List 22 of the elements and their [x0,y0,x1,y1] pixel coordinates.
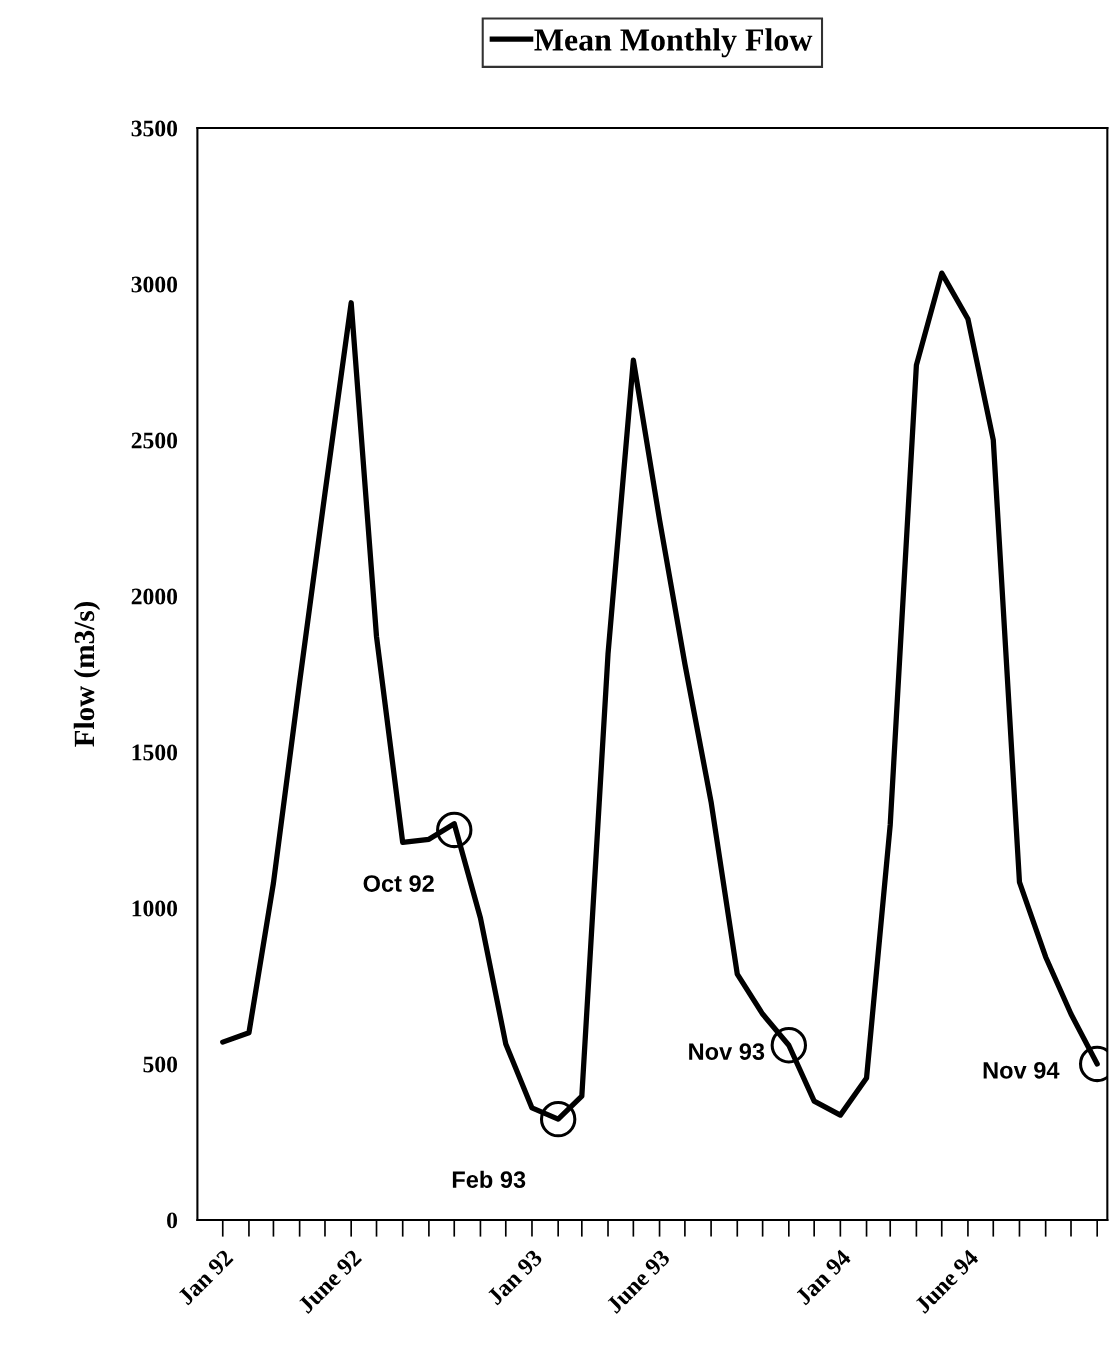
x-tick-label: Jan 93 [486,1248,544,1306]
x-tick-label: June 93 [605,1248,671,1314]
annotation: Nov 94 [983,1061,1060,1079]
legend-label: Mean Monthly Flow [534,28,813,58]
y-tick-label: 3500 [131,120,178,137]
y-tick-label: 3000 [131,276,178,293]
point [539,1100,577,1138]
y-axis-title: Flow (m3/s) [73,601,101,747]
y-tick-label: 0 [167,1212,178,1229]
x-tick-label: Jan 92 [177,1248,234,1306]
y-tick-label: 1000 [132,900,178,917]
y-tick-label: 2500 [131,432,178,449]
point [770,1027,808,1064]
x-tick-label: June 94 [914,1248,980,1314]
y-tick-label: 2000 [131,588,178,605]
annotation: Feb 93 [452,1170,526,1189]
x-tick-label: June 92 [297,1248,363,1314]
x-tick-label: Jan 94 [794,1248,852,1306]
y-tick-label: 1500 [132,744,178,761]
y-tick-label: 500 [143,1056,178,1073]
annotation: Nov 93 [689,1043,765,1060]
annotation: Oct 92 [363,875,434,892]
